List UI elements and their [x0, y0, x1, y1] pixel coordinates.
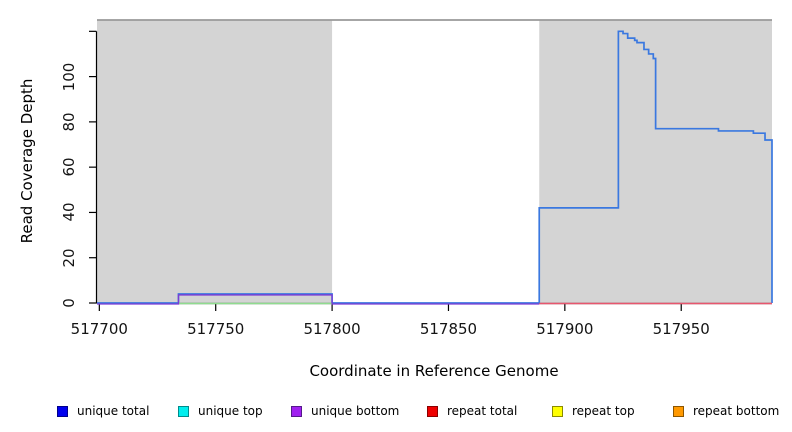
legend-swatch-icon [427, 405, 438, 417]
legend-item: unique top [178, 402, 263, 420]
x-tick-label: 517900 [536, 320, 594, 338]
legend-swatch-icon [178, 405, 189, 417]
legend-label: repeat top [572, 404, 635, 418]
legend-swatch-icon [291, 405, 302, 417]
legend-swatch-icon [552, 405, 563, 417]
x-tick-label: 517950 [652, 320, 710, 338]
legend-label: unique total [77, 404, 150, 418]
legend-swatch-icon [57, 405, 68, 417]
legend: unique total unique top unique bottom repea… [0, 402, 792, 422]
y-tick-label: 100 [60, 62, 78, 91]
legend-label: unique top [198, 404, 263, 418]
legend-item: repeat total [427, 402, 517, 420]
y-tick-label: 0 [60, 298, 78, 308]
x-tick-label: 517850 [419, 320, 478, 338]
highlight-region [97, 20, 333, 303]
legend-label: repeat total [447, 404, 518, 418]
x-axis-title: Coordinate in Reference Genome [309, 362, 559, 380]
legend-item: unique bottom [291, 402, 399, 420]
legend-item: repeat top [552, 402, 635, 420]
legend-label: unique bottom [311, 404, 400, 418]
y-tick-label: 60 [60, 157, 78, 177]
y-tick-label: 80 [60, 112, 78, 132]
series-unique-total [97, 30, 773, 304]
legend-label: repeat bottom [693, 404, 780, 418]
legend-swatch-icon [673, 405, 684, 417]
legend-item: repeat bottom [673, 402, 779, 420]
x-tick-label: 517800 [303, 320, 361, 338]
y-axis-title: Read Coverage Depth [18, 78, 36, 244]
series-unique-bottom [97, 294, 540, 305]
legend-item: unique total [57, 402, 149, 420]
x-tick-label: 517750 [187, 320, 245, 338]
x-tick-label: 517700 [70, 320, 128, 338]
y-tick-label: 40 [60, 202, 78, 222]
y-tick-label: 20 [60, 248, 78, 268]
